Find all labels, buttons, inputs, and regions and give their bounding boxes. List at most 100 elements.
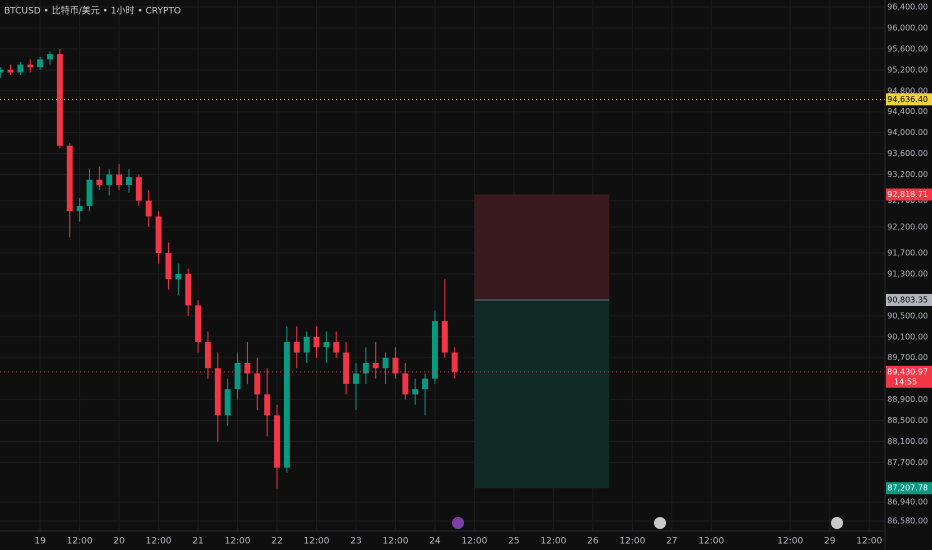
candle-body — [343, 352, 350, 384]
candle-body — [362, 362, 369, 374]
candle-body — [56, 54, 63, 146]
price-tag — [886, 293, 932, 306]
candle-body — [234, 362, 241, 390]
candle-body — [392, 357, 399, 374]
price-tag-label: 92,818.71 — [887, 190, 928, 199]
candle-body — [195, 305, 202, 343]
candle-body — [96, 179, 103, 185]
candle-body — [204, 342, 211, 369]
candle-body — [86, 179, 93, 206]
x-tick-label: 27 — [666, 537, 677, 547]
event-icon — [452, 517, 464, 529]
price-tag-label: 87,207.78 — [887, 484, 928, 493]
price-tag-label: 90,803.35 — [887, 295, 928, 304]
x-tick-label: 21 — [192, 537, 203, 547]
candle-body — [353, 373, 359, 384]
candle-body — [244, 362, 251, 374]
candle-body — [17, 64, 24, 73]
candle-body — [47, 54, 53, 60]
candle-body — [283, 342, 290, 468]
candle-body — [145, 200, 152, 217]
target-zone — [474, 299, 610, 489]
candle-body — [274, 415, 280, 468]
y-tick-label: 95,600.00 — [887, 44, 928, 53]
candle-body — [214, 368, 221, 416]
candle-body — [0, 69, 4, 73]
y-tick-label: 96,000.00 — [887, 23, 928, 32]
candle-body — [313, 336, 320, 348]
x-tick-label: 12:00 — [540, 537, 566, 547]
y-tick-label: 94,800.00 — [887, 86, 928, 95]
candle-body — [333, 342, 340, 353]
candle-body — [126, 177, 132, 185]
x-tick-label: 12:00 — [777, 537, 803, 547]
candle-body — [422, 378, 429, 390]
x-tick-label: 12:00 — [461, 537, 487, 547]
price-tag — [886, 93, 932, 106]
event-icon — [654, 517, 666, 529]
y-tick-label: 87,700.00 — [887, 458, 928, 467]
candle-body — [135, 177, 142, 201]
candle-body — [37, 59, 44, 68]
y-tick-label: 94,000.00 — [887, 128, 928, 137]
candle-body — [323, 342, 330, 348]
x-tick-label: 19 — [34, 537, 46, 547]
x-tick-label: 20 — [113, 537, 125, 547]
y-tick-label: 86,580.00 — [887, 517, 928, 526]
y-tick-label: 92,200.00 — [887, 222, 928, 231]
candle-body — [155, 216, 162, 254]
candle-body — [412, 389, 419, 395]
x-tick-label: 12:00 — [146, 537, 172, 547]
y-tick-label: 94,400.00 — [887, 107, 928, 116]
candle-body — [303, 336, 310, 353]
x-tick-label: 12:00 — [304, 537, 330, 547]
candle-body — [185, 273, 192, 306]
y-tick-label: 88,500.00 — [887, 416, 928, 425]
event-icon — [831, 517, 843, 529]
x-tick-label: 12:00 — [382, 537, 408, 547]
y-tick-label: 92,700.00 — [887, 196, 928, 205]
candle-body — [264, 394, 271, 416]
candle-body — [66, 145, 73, 212]
stop-zone — [474, 194, 610, 300]
price-axis-panel — [885, 0, 932, 550]
price-tag — [886, 365, 932, 388]
candle-body — [116, 174, 123, 185]
countdown: 14:55 — [894, 377, 917, 386]
y-tick-label: 95,200.00 — [887, 65, 928, 74]
x-tick-label: 24 — [429, 537, 441, 547]
y-tick-label: 93,600.00 — [887, 149, 928, 158]
candle-body — [254, 373, 261, 395]
x-tick-label: 12:00 — [67, 537, 93, 547]
candle-body — [76, 205, 83, 212]
x-tick-label: 12:00 — [698, 537, 724, 547]
candle-body — [451, 352, 458, 372]
candle-body — [106, 174, 113, 185]
x-tick-label: 23 — [350, 537, 361, 547]
y-tick-label: 93,200.00 — [887, 170, 928, 179]
candle-body — [431, 321, 438, 379]
candle-body — [175, 273, 182, 280]
x-tick-label: 26 — [587, 537, 599, 547]
candle-body — [372, 362, 379, 369]
y-tick-label: 86,940.00 — [887, 498, 928, 507]
y-tick-label: 89,700.00 — [887, 353, 928, 362]
candle-body — [27, 64, 34, 68]
candle-body — [402, 373, 409, 395]
candle-body — [7, 69, 14, 73]
price-tag-label: 94,636.40 — [887, 95, 928, 104]
x-tick-label: 12:00 — [619, 537, 645, 547]
x-tick-label: 12:00 — [225, 537, 251, 547]
candle-body — [441, 321, 448, 353]
candle-body — [382, 357, 389, 369]
y-tick-label: 96,400.00 — [887, 3, 928, 12]
candle-body — [224, 389, 231, 416]
chart-title: BTCUSD • 比特币/美元 • 1小时 • CRYPTO — [4, 5, 181, 17]
price-tag-label: 89,430.97 — [887, 367, 928, 376]
price-tag — [886, 188, 932, 201]
event-icons — [452, 517, 843, 529]
x-tick-label: 29 — [824, 537, 836, 547]
candle-body — [293, 342, 300, 353]
price-tag — [886, 482, 932, 495]
